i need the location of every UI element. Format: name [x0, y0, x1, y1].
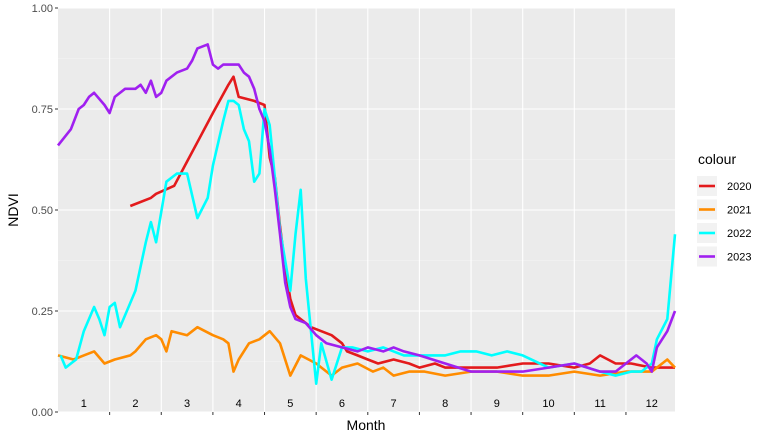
month-label: 3: [184, 398, 190, 410]
month-label: 11: [594, 398, 605, 410]
series-layer: [56, 43, 677, 386]
month-label: 9: [494, 398, 500, 410]
month-label: 1: [81, 398, 87, 410]
month-label: 12: [646, 398, 658, 410]
legend-label: 2021: [727, 205, 751, 217]
month-label: 10: [542, 398, 554, 410]
x-axis: 1 2 3 4 5 6 7 8 9 10 11 12: [81, 398, 658, 415]
legend-label: 2022: [727, 228, 751, 240]
month-label: 6: [339, 398, 345, 410]
month-label: 4: [236, 398, 242, 410]
month-label: 8: [442, 398, 448, 410]
legend: colour 2020 2021 2022 2023: [697, 151, 751, 267]
series-line-2021: [57, 325, 676, 377]
month-label: 2: [132, 398, 138, 410]
month-label: 5: [287, 398, 293, 410]
y-tick-label: 0.00: [32, 407, 53, 419]
y-tick-label: 0.75: [32, 104, 53, 116]
x-axis-title: Month: [347, 417, 386, 433]
y-tick-label: 0.50: [32, 205, 53, 217]
month-label: 7: [391, 398, 397, 410]
series-line-2020: [129, 75, 675, 369]
y-tick-label: 0.25: [32, 306, 53, 318]
y-axis: 0.00 0.25 0.50 0.75 1.00: [32, 3, 58, 419]
y-tick-label: 1.00: [32, 3, 53, 15]
y-axis-title: NDVI: [5, 193, 21, 226]
legend-label: 2023: [727, 252, 751, 264]
legend-title: colour: [698, 151, 736, 167]
series-line-2023: [56, 43, 677, 373]
legend-label: 2020: [727, 181, 751, 193]
